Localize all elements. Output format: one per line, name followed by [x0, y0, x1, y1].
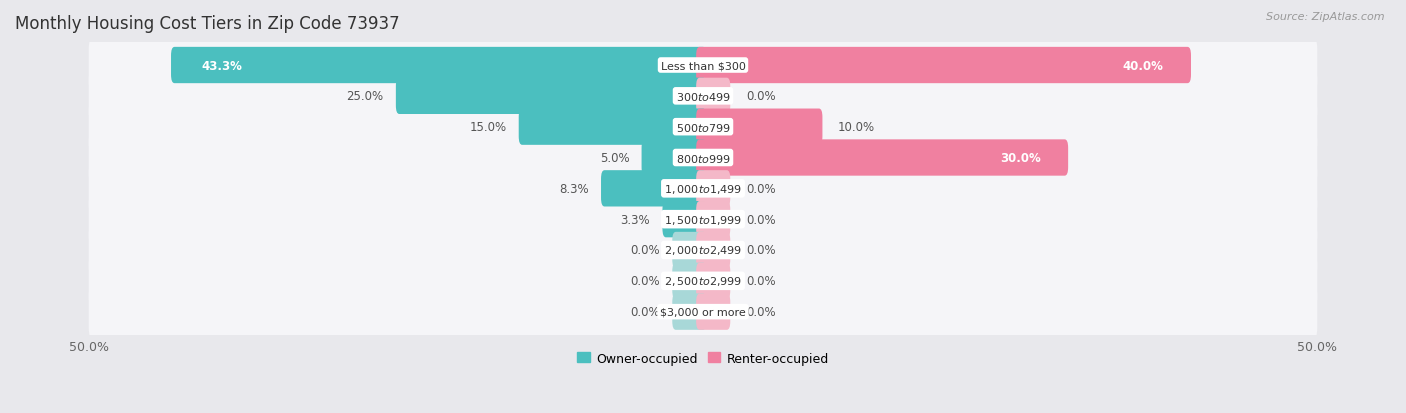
Text: Source: ZipAtlas.com: Source: ZipAtlas.com [1267, 12, 1385, 22]
Text: 15.0%: 15.0% [470, 121, 506, 134]
FancyBboxPatch shape [172, 48, 706, 84]
FancyBboxPatch shape [519, 109, 706, 145]
Text: 0.0%: 0.0% [630, 244, 659, 257]
FancyBboxPatch shape [696, 78, 730, 115]
Text: 0.0%: 0.0% [747, 90, 776, 103]
FancyBboxPatch shape [396, 78, 706, 115]
Text: 10.0%: 10.0% [838, 121, 876, 134]
Text: $1,500 to $1,999: $1,500 to $1,999 [664, 213, 742, 226]
FancyBboxPatch shape [696, 263, 730, 299]
Text: 0.0%: 0.0% [747, 213, 776, 226]
FancyBboxPatch shape [696, 232, 730, 268]
FancyBboxPatch shape [696, 202, 730, 238]
FancyBboxPatch shape [89, 37, 1317, 95]
FancyBboxPatch shape [89, 252, 1317, 310]
FancyBboxPatch shape [672, 232, 706, 268]
FancyBboxPatch shape [89, 160, 1317, 218]
FancyBboxPatch shape [89, 221, 1317, 280]
Text: 0.0%: 0.0% [747, 244, 776, 257]
Legend: Owner-occupied, Renter-occupied: Owner-occupied, Renter-occupied [572, 347, 834, 370]
Text: 5.0%: 5.0% [600, 152, 630, 165]
Text: $500 to $799: $500 to $799 [675, 121, 731, 133]
FancyBboxPatch shape [696, 171, 730, 207]
Text: $2,500 to $2,999: $2,500 to $2,999 [664, 275, 742, 287]
Text: Monthly Housing Cost Tiers in Zip Code 73937: Monthly Housing Cost Tiers in Zip Code 7… [15, 15, 399, 33]
Text: $3,000 or more: $3,000 or more [661, 307, 745, 317]
FancyBboxPatch shape [600, 171, 706, 207]
Text: $1,000 to $1,499: $1,000 to $1,499 [664, 183, 742, 195]
Text: 8.3%: 8.3% [560, 183, 589, 195]
FancyBboxPatch shape [672, 294, 706, 330]
FancyBboxPatch shape [696, 109, 823, 145]
FancyBboxPatch shape [696, 294, 730, 330]
Text: 0.0%: 0.0% [747, 306, 776, 318]
FancyBboxPatch shape [696, 48, 1191, 84]
FancyBboxPatch shape [641, 140, 706, 176]
Text: 25.0%: 25.0% [346, 90, 384, 103]
FancyBboxPatch shape [89, 98, 1317, 157]
Text: $300 to $499: $300 to $499 [675, 90, 731, 102]
FancyBboxPatch shape [662, 202, 706, 238]
FancyBboxPatch shape [89, 282, 1317, 341]
FancyBboxPatch shape [89, 190, 1317, 249]
FancyBboxPatch shape [89, 67, 1317, 126]
FancyBboxPatch shape [89, 129, 1317, 188]
Text: 30.0%: 30.0% [1000, 152, 1040, 165]
Text: Less than $300: Less than $300 [661, 61, 745, 71]
Text: $2,000 to $2,499: $2,000 to $2,499 [664, 244, 742, 257]
Text: 3.3%: 3.3% [620, 213, 650, 226]
FancyBboxPatch shape [696, 140, 1069, 176]
Text: 43.3%: 43.3% [201, 59, 243, 72]
Text: 0.0%: 0.0% [747, 183, 776, 195]
Text: 0.0%: 0.0% [630, 306, 659, 318]
Text: 0.0%: 0.0% [747, 275, 776, 287]
Text: 40.0%: 40.0% [1123, 59, 1164, 72]
FancyBboxPatch shape [672, 263, 706, 299]
Text: $800 to $999: $800 to $999 [675, 152, 731, 164]
Text: 0.0%: 0.0% [630, 275, 659, 287]
